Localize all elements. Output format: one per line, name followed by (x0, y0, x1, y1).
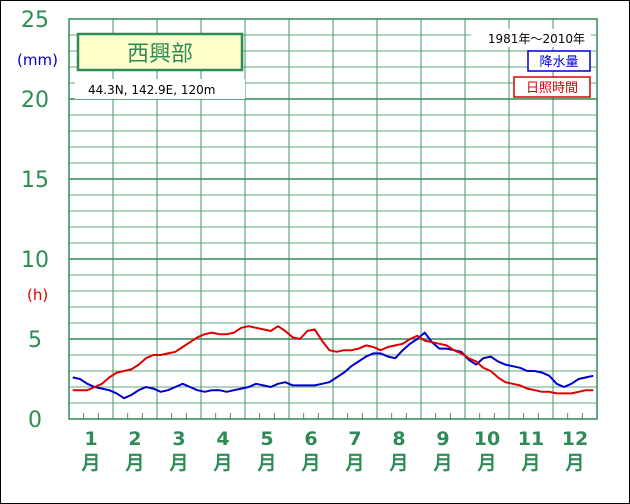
x-tick-label: 3 (172, 428, 185, 450)
x-tick-label: 9 (436, 428, 449, 450)
x-tick-label: 4 (216, 428, 229, 450)
x-tick-label-month: 月 (124, 452, 144, 474)
station-location: 44.3N, 142.9E, 120m (88, 83, 215, 97)
station-title-box (76, 32, 244, 72)
x-tick-label: 1 (84, 428, 97, 450)
x-tick-label-month: 月 (388, 452, 408, 474)
y-tick-label: 20 (21, 88, 49, 113)
x-tick-label-month: 月 (212, 452, 232, 474)
y-tick-label: 25 (21, 8, 49, 33)
period-label: 1981年〜2010年 (488, 32, 585, 46)
y-tick-label: 10 (21, 248, 49, 273)
legend-sun-box (513, 76, 591, 98)
x-tick-label-month: 月 (300, 452, 320, 474)
x-tick-label-month: 月 (168, 452, 188, 474)
station-title: 西興部 (127, 42, 193, 67)
y-unit-sun: (h) (27, 286, 48, 304)
x-tick-label-month: 月 (80, 452, 100, 474)
x-tick-label-month: 月 (476, 452, 496, 474)
x-tick-label: 6 (304, 428, 317, 450)
x-tick-label: 8 (392, 428, 405, 450)
x-tick-label: 2 (128, 428, 141, 450)
x-tick-label: 10 (474, 428, 500, 450)
series-lines (72, 325, 594, 400)
legend-sun: 日照時間 (526, 81, 578, 96)
x-tick-label-month: 月 (256, 452, 276, 474)
y-tick-labels: 0 5 10 15 20 25 (21, 8, 49, 433)
x-tick-label-month: 月 (564, 452, 584, 474)
legend-precip-box (527, 50, 591, 72)
series-line-precip (72, 331, 594, 400)
series-line-sun (72, 325, 594, 395)
y-tick-label: 15 (21, 168, 49, 193)
x-tick-label: 12 (562, 428, 588, 450)
x-tick-label-month: 月 (344, 452, 364, 474)
x-tick-label: 7 (348, 428, 361, 450)
x-tick-label-month: 月 (520, 452, 540, 474)
y-tick-label: 5 (28, 328, 42, 353)
x-tick-label: 11 (518, 428, 544, 450)
period-box (471, 29, 591, 47)
x-tick-label-month: 月 (432, 452, 452, 474)
legend-precip: 降水量 (539, 55, 578, 70)
location-box (75, 79, 245, 99)
y-tick-label: 0 (28, 408, 42, 433)
x-tick-label: 5 (260, 428, 273, 450)
y-unit-precip: (mm) (17, 51, 58, 69)
